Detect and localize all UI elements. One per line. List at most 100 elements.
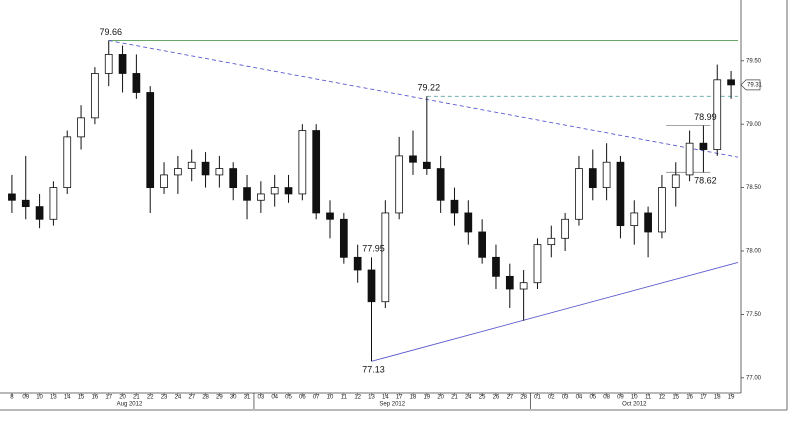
x-tick-label: 27 (188, 395, 195, 401)
x-tick-label: 02 (548, 395, 555, 401)
candle-body (699, 142, 708, 150)
x-tick-label: 31 (244, 395, 251, 401)
annotation-label: 78.99 (694, 112, 717, 122)
candle-body (8, 193, 16, 201)
candle-body (187, 161, 196, 169)
candle-body (395, 155, 404, 214)
y-tick-label: 77.00 (746, 375, 762, 381)
candle-body (326, 212, 334, 220)
candle-body (616, 161, 625, 227)
x-tick-label: 05 (589, 395, 596, 401)
x-tick-label: 11 (341, 395, 348, 401)
annotation-label: 78.62 (694, 176, 717, 186)
candle-body (713, 79, 722, 150)
trend-line (108, 40, 739, 158)
candle-body (77, 117, 85, 138)
candle-body (118, 54, 127, 74)
candle-body (588, 168, 597, 188)
x-tick-label: 15 (78, 395, 85, 401)
x-tick-label: 19 (728, 395, 735, 401)
candle-body (201, 161, 210, 176)
candle-body (478, 231, 486, 258)
annotation-label: 79.22 (418, 83, 441, 93)
candle-body (298, 130, 307, 195)
candle-body (284, 187, 293, 195)
price-tag-label: 79.31 (747, 82, 763, 88)
candle-body (146, 92, 155, 188)
price-tag (740, 79, 761, 91)
candle-body (104, 54, 113, 74)
candle-body (561, 218, 569, 239)
month-label: Oct 2012 (622, 402, 647, 408)
candle-body (174, 168, 182, 176)
x-tick-label: 16 (686, 395, 693, 401)
candle-body (409, 155, 417, 163)
candle-body (533, 244, 542, 284)
x-tick-label: 13 (368, 395, 375, 401)
candle-body (505, 275, 514, 290)
candle-body (492, 256, 500, 277)
candle-body (381, 212, 390, 303)
candle-body (229, 168, 238, 188)
candle-body (367, 269, 376, 303)
x-tick-label: 03 (562, 395, 569, 401)
candle-body (21, 199, 30, 208)
candle-body (353, 256, 362, 271)
x-tick-label: 10 (36, 395, 43, 401)
month-label: Aug 2012 (117, 402, 143, 408)
candle-body (270, 187, 279, 195)
x-tick-label: 18 (714, 395, 721, 401)
x-tick-label: 17 (396, 395, 403, 401)
x-tick-label: 8 (10, 395, 14, 401)
candle-body (602, 161, 611, 188)
x-tick-label: 23 (161, 395, 168, 401)
x-tick-label: 26 (493, 395, 500, 401)
trend-line (371, 261, 739, 362)
candle-body (547, 237, 556, 246)
candle-body (215, 168, 224, 176)
y-tick-label: 78.50 (746, 185, 762, 191)
x-tick-label: 04 (271, 395, 278, 401)
x-tick-label: 17 (105, 395, 112, 401)
candle-body (519, 282, 528, 290)
candle-body (339, 218, 348, 258)
candle-body (312, 130, 321, 214)
x-tick-label: 18 (410, 395, 417, 401)
x-tick-label: 09 (617, 395, 624, 401)
candle-body (49, 187, 58, 220)
x-tick-label: 29 (216, 395, 223, 401)
candle-body (160, 174, 168, 188)
y-tick-label: 79.50 (746, 58, 762, 64)
x-tick-label: 04 (576, 395, 583, 401)
x-tick-label: 14 (382, 395, 389, 401)
x-tick-label: 12 (354, 395, 361, 401)
candle-body (630, 212, 639, 227)
candle-body (422, 161, 431, 169)
x-tick-label: 16 (92, 395, 99, 401)
x-tick-label: 03 (258, 395, 265, 401)
x-tick-label: 12 (659, 395, 666, 401)
x-tick-label: 13 (50, 395, 57, 401)
candle-body (685, 142, 694, 176)
candle-body (132, 73, 141, 93)
x-tick-label: 25 (479, 395, 486, 401)
x-tick-label: 20 (119, 395, 126, 401)
x-tick-label: 21 (133, 395, 140, 401)
x-tick-label: 10 (631, 395, 638, 401)
candle-body (450, 199, 459, 214)
candle-body (575, 168, 583, 220)
x-tick-label: 01 (534, 395, 541, 401)
x-tick-label: 19 (423, 395, 430, 401)
x-tick-label: 14 (64, 395, 71, 401)
x-tick-label: 20 (437, 395, 444, 401)
candle-body (63, 136, 72, 188)
y-tick-label: 77.50 (746, 312, 762, 318)
month-label: Sep 2012 (379, 402, 405, 408)
x-tick-label: 10 (327, 395, 334, 401)
x-tick-label: 11 (645, 395, 652, 401)
x-tick-label: 08 (603, 395, 610, 401)
candle-body (644, 212, 652, 233)
candle-body (35, 206, 44, 220)
